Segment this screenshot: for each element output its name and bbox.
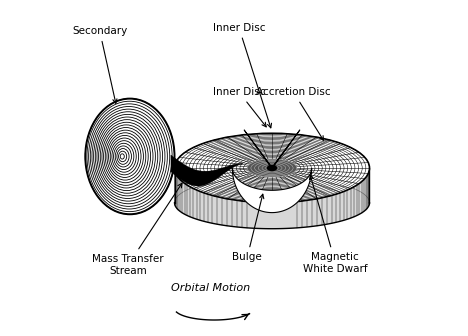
Text: Bulge: Bulge bbox=[232, 194, 264, 262]
Polygon shape bbox=[175, 168, 369, 229]
Text: Orbital Motion: Orbital Motion bbox=[171, 283, 250, 293]
Text: Secondary: Secondary bbox=[72, 26, 127, 103]
Polygon shape bbox=[171, 155, 242, 186]
Ellipse shape bbox=[85, 98, 175, 214]
Ellipse shape bbox=[247, 159, 297, 177]
Text: Inner Disc: Inner Disc bbox=[213, 87, 266, 127]
Ellipse shape bbox=[175, 133, 369, 203]
Text: Magnetic
White Dwarf: Magnetic White Dwarf bbox=[303, 175, 368, 274]
Text: Mass Transfer
Stream: Mass Transfer Stream bbox=[93, 183, 182, 276]
Polygon shape bbox=[232, 168, 312, 213]
Ellipse shape bbox=[267, 165, 277, 171]
Text: Accretion Disc: Accretion Disc bbox=[256, 87, 331, 140]
Text: Inner Disc: Inner Disc bbox=[213, 23, 271, 128]
